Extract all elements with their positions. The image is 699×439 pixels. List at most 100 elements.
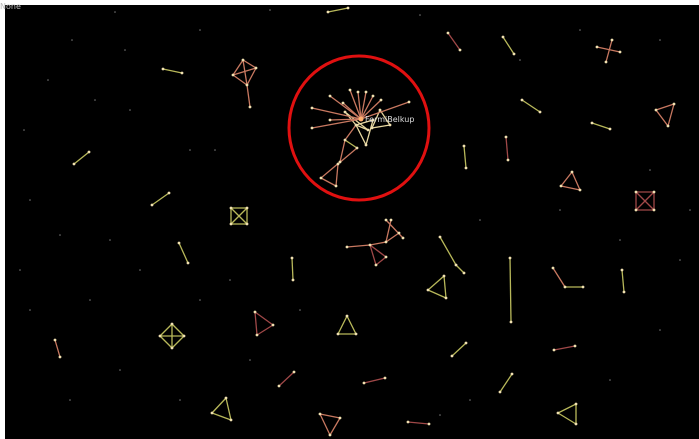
node xyxy=(574,402,578,406)
edge xyxy=(162,68,183,74)
edge xyxy=(230,207,248,225)
node xyxy=(407,100,411,104)
edge xyxy=(344,111,369,131)
edge xyxy=(379,109,391,126)
node xyxy=(364,90,368,94)
node xyxy=(508,256,512,260)
edge xyxy=(557,403,577,414)
node xyxy=(519,59,521,61)
node xyxy=(652,208,656,212)
node xyxy=(47,79,49,81)
edge xyxy=(339,139,346,163)
node xyxy=(563,285,567,289)
node xyxy=(277,384,281,388)
node xyxy=(355,146,359,150)
node xyxy=(356,90,360,94)
node xyxy=(622,290,626,294)
edge xyxy=(159,323,173,337)
node-label: FermiBelkup xyxy=(365,115,414,124)
node xyxy=(29,199,31,201)
node xyxy=(374,263,378,267)
node xyxy=(595,45,599,49)
node xyxy=(573,344,577,348)
node xyxy=(87,150,91,154)
edge xyxy=(499,373,513,393)
node xyxy=(444,296,448,300)
node xyxy=(245,222,249,226)
node xyxy=(319,176,323,180)
edge xyxy=(159,335,173,349)
node xyxy=(23,129,25,131)
node xyxy=(318,412,322,416)
node xyxy=(186,261,190,265)
node xyxy=(654,108,658,112)
node xyxy=(29,309,31,311)
node xyxy=(345,245,349,249)
node xyxy=(366,128,370,132)
node xyxy=(310,106,314,110)
node xyxy=(167,191,171,195)
node xyxy=(634,208,638,212)
edge xyxy=(552,267,566,288)
node xyxy=(501,35,505,39)
edge xyxy=(360,101,410,120)
edge xyxy=(363,377,386,384)
edge xyxy=(211,397,227,414)
node xyxy=(229,418,233,422)
node xyxy=(358,116,364,122)
edge xyxy=(369,244,377,266)
edge xyxy=(73,151,90,165)
edge xyxy=(463,145,467,169)
node xyxy=(177,241,181,245)
node xyxy=(210,411,214,415)
edge xyxy=(329,118,362,121)
edge xyxy=(242,59,257,69)
edge xyxy=(319,413,331,436)
node xyxy=(498,390,502,394)
edge xyxy=(596,46,621,53)
edge xyxy=(451,342,467,357)
node xyxy=(72,162,76,166)
highlight-circle xyxy=(287,54,431,202)
node xyxy=(19,269,21,271)
node xyxy=(506,158,510,162)
edge xyxy=(246,84,251,108)
node xyxy=(368,243,372,247)
edge xyxy=(365,119,374,146)
node xyxy=(248,105,252,109)
node xyxy=(328,94,332,98)
edge xyxy=(178,242,189,264)
node xyxy=(158,334,162,338)
node xyxy=(401,236,405,240)
edge xyxy=(427,289,447,299)
edge xyxy=(329,417,341,436)
node xyxy=(509,320,513,324)
node xyxy=(618,50,622,54)
node xyxy=(229,279,231,281)
node xyxy=(462,144,466,148)
edge xyxy=(360,91,367,120)
edge xyxy=(349,89,362,120)
node xyxy=(291,278,295,282)
node xyxy=(224,396,228,400)
status-text: None xyxy=(0,2,21,11)
node xyxy=(150,203,154,207)
edge xyxy=(375,256,387,266)
node xyxy=(520,98,524,102)
edge xyxy=(256,324,274,336)
node xyxy=(556,411,560,415)
node xyxy=(292,370,296,374)
node xyxy=(634,190,638,194)
edge xyxy=(346,315,357,335)
node xyxy=(328,433,332,437)
node xyxy=(504,135,508,139)
edge xyxy=(360,99,382,120)
edge xyxy=(560,185,581,191)
canvas xyxy=(5,5,699,439)
edge xyxy=(443,275,447,299)
node xyxy=(442,274,446,278)
node xyxy=(578,188,582,192)
node xyxy=(649,169,651,171)
node xyxy=(689,209,691,211)
